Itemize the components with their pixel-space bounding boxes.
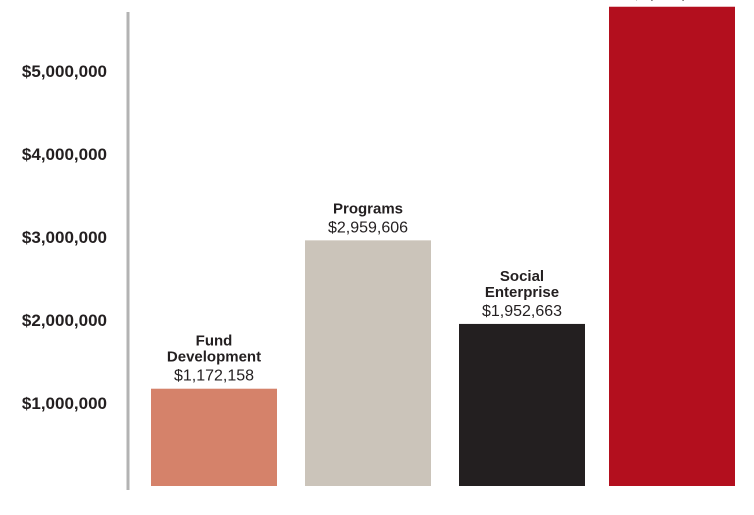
bars bbox=[151, 6, 735, 486]
bar-value-label: $2,959,606 bbox=[328, 219, 408, 236]
bar-category-label: Programs bbox=[333, 200, 403, 217]
bar-value-label: $1,952,663 bbox=[482, 303, 562, 320]
y-tick-label: $5,000,000 bbox=[22, 62, 107, 81]
y-tick-labels: $1,000,000 $2,000,000 $3,000,000 $4,000,000… bbox=[22, 62, 107, 413]
bar bbox=[459, 323, 585, 486]
y-tick-label: $2,000,000 bbox=[22, 311, 107, 330]
bar-category-label: Social bbox=[500, 268, 544, 285]
bar-category-label: Enterprise bbox=[485, 284, 559, 301]
bar-category-label: Development bbox=[167, 349, 261, 366]
bar-value-label: $1,172,158 bbox=[174, 368, 254, 385]
bar bbox=[305, 240, 431, 486]
bar bbox=[151, 388, 277, 486]
bar-category-label: Fund bbox=[196, 333, 233, 350]
y-tick-label: $1,000,000 bbox=[22, 394, 107, 413]
bar bbox=[609, 6, 735, 486]
y-tick-label: $4,000,000 bbox=[22, 145, 107, 164]
bar-value-label: $5,774,266 bbox=[632, 0, 712, 3]
y-tick-label: $3,000,000 bbox=[22, 228, 107, 247]
